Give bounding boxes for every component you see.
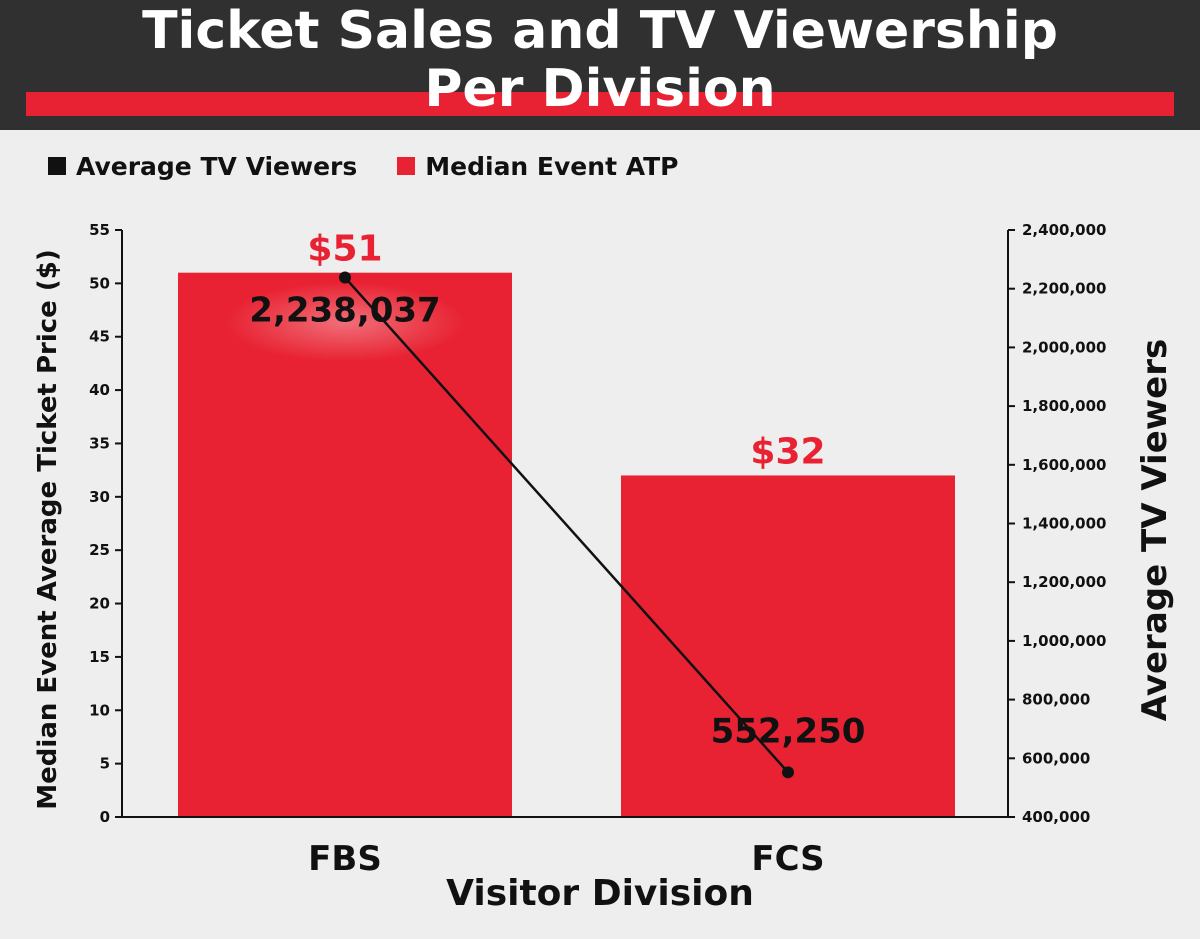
y-tick-label: 50 bbox=[89, 274, 110, 292]
y2-tick-label: 400,000 bbox=[1022, 808, 1090, 826]
line-layer bbox=[339, 271, 794, 779]
axes-layer: 0 5 10 15 20 25 30 35 40 45 50 55 400,000 600,000 800,… bbox=[33, 221, 1175, 914]
y2-tick-label: 2,400,000 bbox=[1022, 221, 1106, 239]
tv-viewers-point-fcs bbox=[782, 766, 794, 779]
y2-tick-label: 2,000,000 bbox=[1022, 338, 1106, 356]
legend-label-median-atp: Median Event ATP bbox=[425, 151, 679, 181]
header-red-stripe bbox=[26, 92, 1174, 116]
y-tick-label: 0 bbox=[100, 808, 110, 826]
bars-layer bbox=[178, 272, 955, 817]
tv-viewers-value-label-fcs: 552,250 bbox=[711, 711, 866, 751]
y-tick-label: 5 bbox=[100, 755, 110, 773]
legend-swatch-tv-viewers bbox=[48, 157, 66, 175]
chart-title-line1: Ticket Sales and TV Viewership bbox=[142, 1, 1058, 61]
y-tick-label: 40 bbox=[89, 381, 110, 399]
x-category-label-fcs: FCS bbox=[751, 839, 824, 879]
y2-tick-label: 800,000 bbox=[1022, 691, 1090, 709]
chart-title: Ticket Sales and TV Viewership Per Divis… bbox=[0, 2, 1200, 118]
legend-label-tv-viewers: Average TV Viewers bbox=[76, 151, 358, 181]
y-tick-label: 35 bbox=[89, 434, 110, 452]
chart-title-line2: Per Division bbox=[424, 59, 776, 119]
bar-value-label-fbs: $51 bbox=[307, 229, 382, 270]
legend-item-median-atp: Median Event ATP bbox=[397, 151, 679, 181]
legend-swatch-median-atp bbox=[397, 157, 416, 175]
header-banner: Ticket Sales and TV Viewership Per Divis… bbox=[0, 0, 1200, 130]
bar-fcs bbox=[621, 475, 955, 817]
y-tick-label: 55 bbox=[89, 221, 110, 239]
y-axis-right-title: Average TV Viewers bbox=[1135, 339, 1175, 722]
y-axis-left-title: Median Event Average Ticket Price ($) bbox=[33, 249, 63, 809]
x-category-label-fbs: FBS bbox=[308, 839, 382, 879]
labels-layer: $51 $32 2,238,037 552,250 bbox=[249, 229, 865, 752]
y-tick-label: 10 bbox=[89, 701, 110, 719]
y-tick-label: 30 bbox=[89, 488, 110, 506]
y2-tick-label: 1,400,000 bbox=[1022, 515, 1106, 533]
y2-tick-label: 1,600,000 bbox=[1022, 456, 1106, 474]
y2-tick-label: 600,000 bbox=[1022, 749, 1090, 767]
y-tick-label: 15 bbox=[89, 648, 110, 666]
y-tick-label: 25 bbox=[89, 541, 110, 559]
y2-tick-label: 1,000,000 bbox=[1022, 632, 1106, 650]
bar-fbs bbox=[178, 272, 512, 817]
legend-item-tv-viewers: Average TV Viewers bbox=[48, 152, 357, 181]
y2-tick-label: 2,200,000 bbox=[1022, 280, 1106, 298]
legend: Average TV Viewers Median Event ATP bbox=[48, 148, 719, 184]
y-tick-label: 20 bbox=[89, 595, 110, 613]
tv-viewers-point-fbs bbox=[339, 271, 351, 284]
bar-value-label-fcs: $32 bbox=[750, 431, 825, 472]
tv-viewers-value-label-fbs: 2,238,037 bbox=[249, 291, 440, 331]
label-glow bbox=[225, 282, 465, 362]
tv-viewers-line bbox=[344, 276, 789, 774]
y-tick-label: 45 bbox=[89, 328, 110, 346]
y2-tick-label: 1,800,000 bbox=[1022, 397, 1106, 415]
x-axis-title: Visitor Division bbox=[446, 873, 754, 914]
y2-tick-label: 1,200,000 bbox=[1022, 573, 1106, 591]
